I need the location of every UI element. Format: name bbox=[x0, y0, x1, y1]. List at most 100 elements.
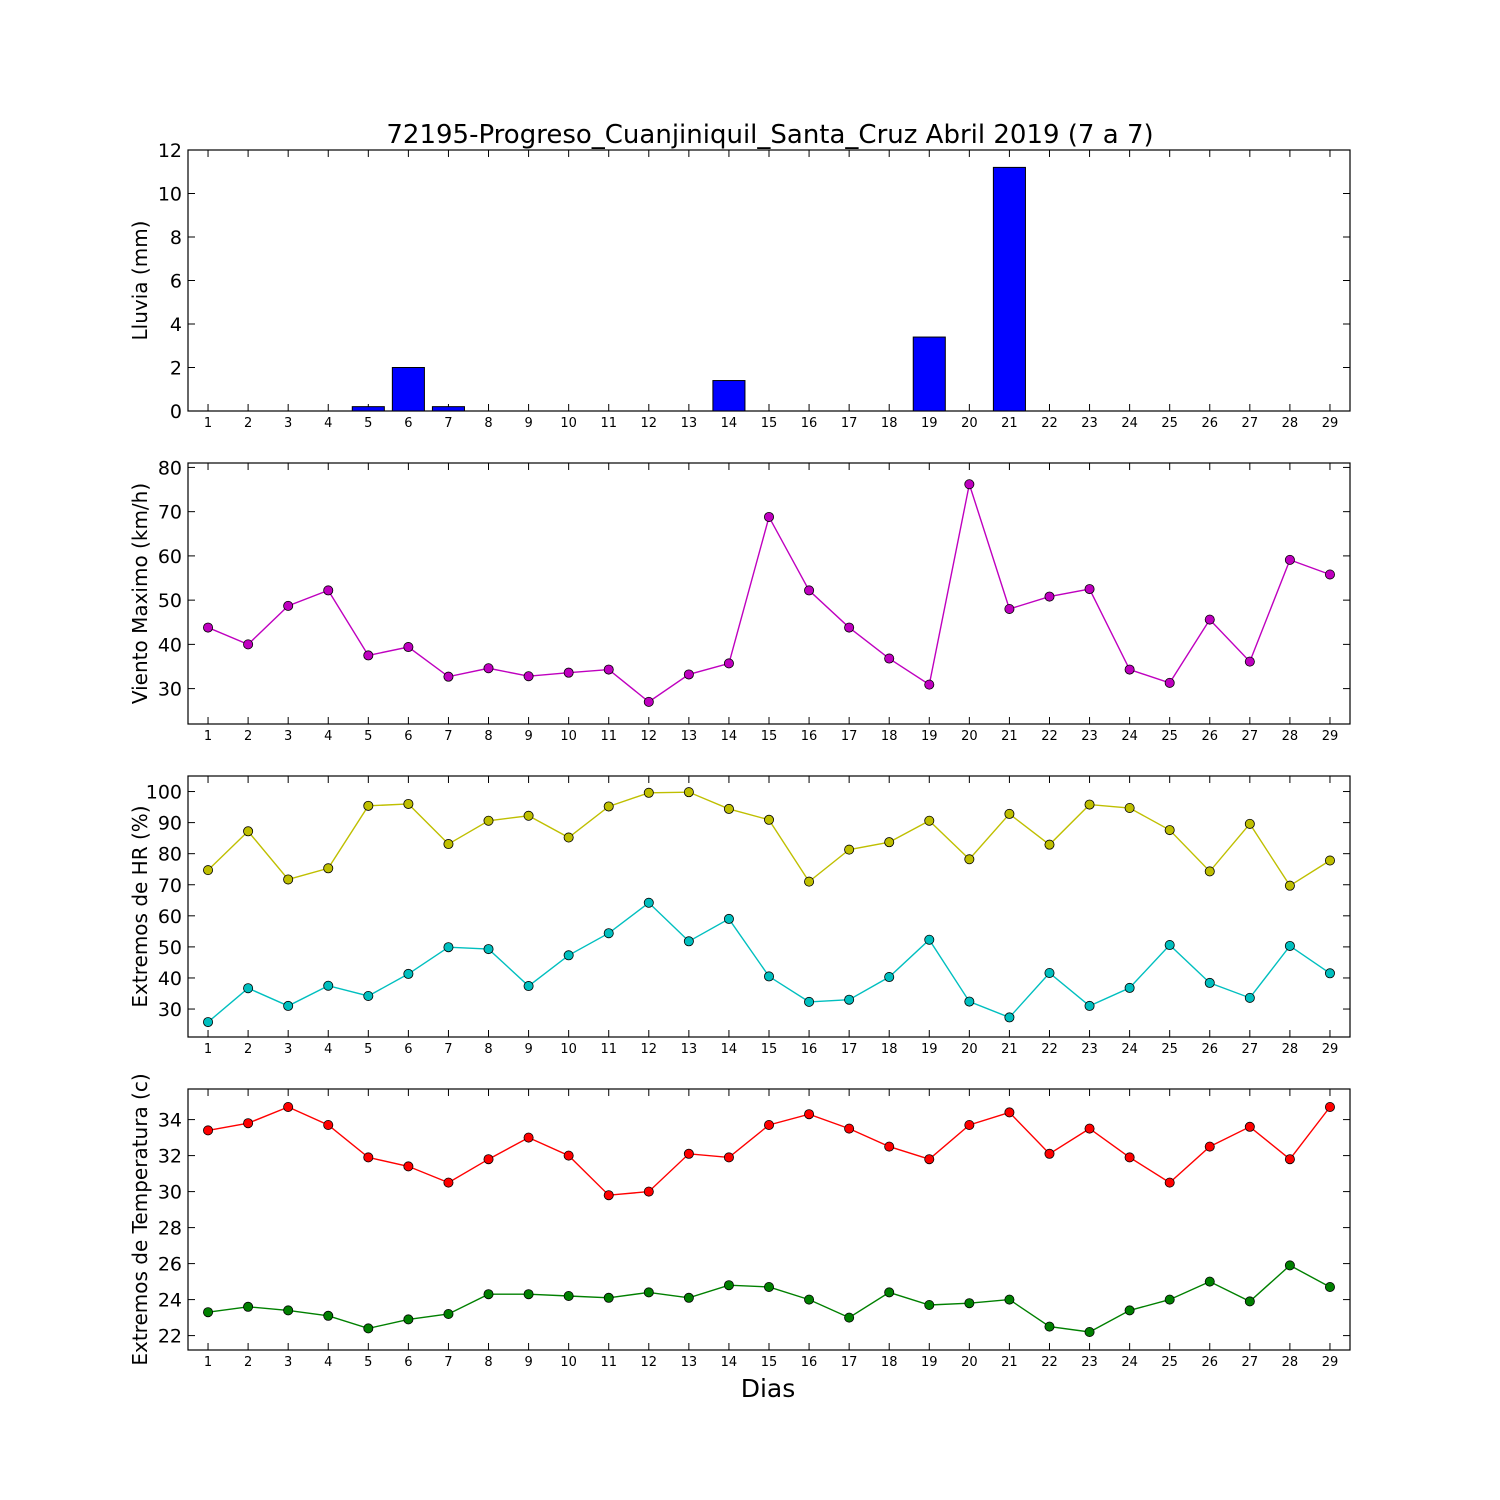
y-tick-label: 12 bbox=[158, 140, 182, 162]
data-point bbox=[563, 1150, 574, 1161]
y-tick-label: 4 bbox=[170, 314, 182, 336]
x-tick-label: 23 bbox=[1081, 1042, 1098, 1057]
y-tick-label: 26 bbox=[158, 1254, 182, 1276]
x-tick-label: 19 bbox=[921, 416, 938, 431]
x-tick-label: 12 bbox=[641, 1355, 658, 1370]
data-point bbox=[243, 639, 254, 650]
data-point bbox=[203, 865, 214, 876]
data-point bbox=[1044, 967, 1055, 978]
x-tick-label: 29 bbox=[1322, 729, 1339, 744]
data-point bbox=[243, 826, 254, 837]
x-tick-label: 10 bbox=[560, 1042, 577, 1057]
data-point bbox=[683, 787, 694, 798]
x-tick-label: 27 bbox=[1242, 729, 1259, 744]
data-point bbox=[603, 1292, 614, 1303]
data-point bbox=[283, 874, 294, 885]
data-point bbox=[1324, 1102, 1335, 1113]
x-tick-label: 20 bbox=[961, 416, 978, 431]
data-point bbox=[643, 1186, 654, 1197]
data-point bbox=[964, 854, 975, 865]
data-point bbox=[1164, 1177, 1175, 1188]
x-tick-label: 28 bbox=[1282, 1042, 1299, 1057]
rain-bar bbox=[431, 406, 465, 412]
data-point bbox=[1204, 614, 1215, 625]
y-tick-label: 80 bbox=[158, 844, 182, 866]
y-tick-label: 30 bbox=[158, 1182, 182, 1204]
x-tick-label: 5 bbox=[364, 416, 372, 431]
rain-bar bbox=[712, 380, 746, 412]
x-tick-label: 11 bbox=[600, 416, 617, 431]
data-point bbox=[1084, 799, 1095, 810]
data-point bbox=[764, 971, 775, 982]
data-point bbox=[804, 996, 815, 1007]
x-tick-label: 7 bbox=[444, 1355, 452, 1370]
series-line-2 bbox=[207, 1264, 1331, 1333]
data-point bbox=[203, 1017, 214, 1028]
data-point bbox=[1284, 1154, 1295, 1165]
y-tick-label: 60 bbox=[158, 906, 182, 928]
y-tick-label: 0 bbox=[170, 401, 182, 423]
data-point bbox=[723, 913, 734, 924]
x-tick-label: 16 bbox=[801, 1355, 818, 1370]
x-tick-label: 15 bbox=[761, 1042, 778, 1057]
x-tick-label: 22 bbox=[1041, 1355, 1058, 1370]
data-point bbox=[884, 1141, 895, 1152]
data-point bbox=[884, 653, 895, 664]
y-tick-label: 70 bbox=[158, 502, 182, 524]
data-point bbox=[403, 798, 414, 809]
data-point bbox=[683, 669, 694, 680]
x-tick-label: 15 bbox=[761, 729, 778, 744]
data-point bbox=[844, 1123, 855, 1134]
data-point bbox=[1164, 825, 1175, 836]
data-point bbox=[323, 1120, 334, 1131]
x-tick-label: 1 bbox=[204, 1355, 212, 1370]
x-tick-label: 13 bbox=[681, 416, 698, 431]
x-tick-label: 17 bbox=[841, 416, 858, 431]
x-tick-label: 10 bbox=[560, 416, 577, 431]
x-tick-label: 26 bbox=[1201, 416, 1218, 431]
x-tick-label: 3 bbox=[284, 1042, 292, 1057]
data-point bbox=[363, 1323, 374, 1334]
y-tick-label: 32 bbox=[158, 1146, 182, 1168]
x-tick-label: 28 bbox=[1282, 1355, 1299, 1370]
x-tick-label: 9 bbox=[524, 729, 532, 744]
x-tick-label: 14 bbox=[721, 416, 738, 431]
data-point bbox=[403, 1161, 414, 1172]
rain-bar bbox=[912, 336, 946, 412]
x-tick-label: 27 bbox=[1242, 416, 1259, 431]
data-point bbox=[483, 663, 494, 674]
data-point bbox=[1084, 1327, 1095, 1338]
data-point bbox=[924, 679, 935, 690]
x-tick-label: 6 bbox=[404, 1042, 412, 1057]
data-point bbox=[1164, 940, 1175, 951]
x-tick-label: 2 bbox=[244, 416, 252, 431]
data-point bbox=[283, 1305, 294, 1316]
x-tick-label: 9 bbox=[524, 416, 532, 431]
data-point bbox=[1084, 1123, 1095, 1134]
x-tick-label: 18 bbox=[881, 1355, 898, 1370]
data-point bbox=[203, 1307, 214, 1318]
x-tick-label: 4 bbox=[324, 416, 332, 431]
x-tick-label: 17 bbox=[841, 729, 858, 744]
data-point bbox=[1284, 554, 1295, 565]
data-point bbox=[924, 1300, 935, 1311]
x-tick-label: 10 bbox=[560, 1355, 577, 1370]
y-tick-label: 100 bbox=[146, 782, 182, 804]
series-line-2 bbox=[207, 901, 1331, 1023]
data-point bbox=[1324, 968, 1335, 979]
x-tick-label: 24 bbox=[1121, 729, 1138, 744]
y-tick-label: 22 bbox=[158, 1326, 182, 1348]
x-tick-label: 12 bbox=[641, 1042, 658, 1057]
y-tick-label: 50 bbox=[158, 937, 182, 959]
x-tick-label: 3 bbox=[284, 416, 292, 431]
data-point bbox=[1204, 1141, 1215, 1152]
data-point bbox=[1124, 803, 1135, 814]
data-point bbox=[844, 844, 855, 855]
x-tick-label: 12 bbox=[641, 729, 658, 744]
data-point bbox=[924, 1154, 935, 1165]
data-point bbox=[443, 1309, 454, 1320]
data-point bbox=[403, 1314, 414, 1325]
